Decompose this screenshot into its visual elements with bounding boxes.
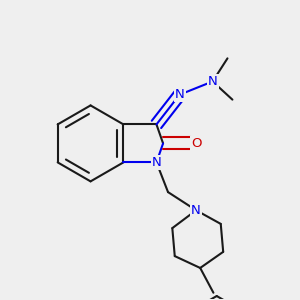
Text: O: O xyxy=(191,137,202,150)
Text: N: N xyxy=(175,88,184,101)
Text: N: N xyxy=(191,204,201,217)
Text: N: N xyxy=(152,156,161,169)
Text: N: N xyxy=(208,75,218,88)
